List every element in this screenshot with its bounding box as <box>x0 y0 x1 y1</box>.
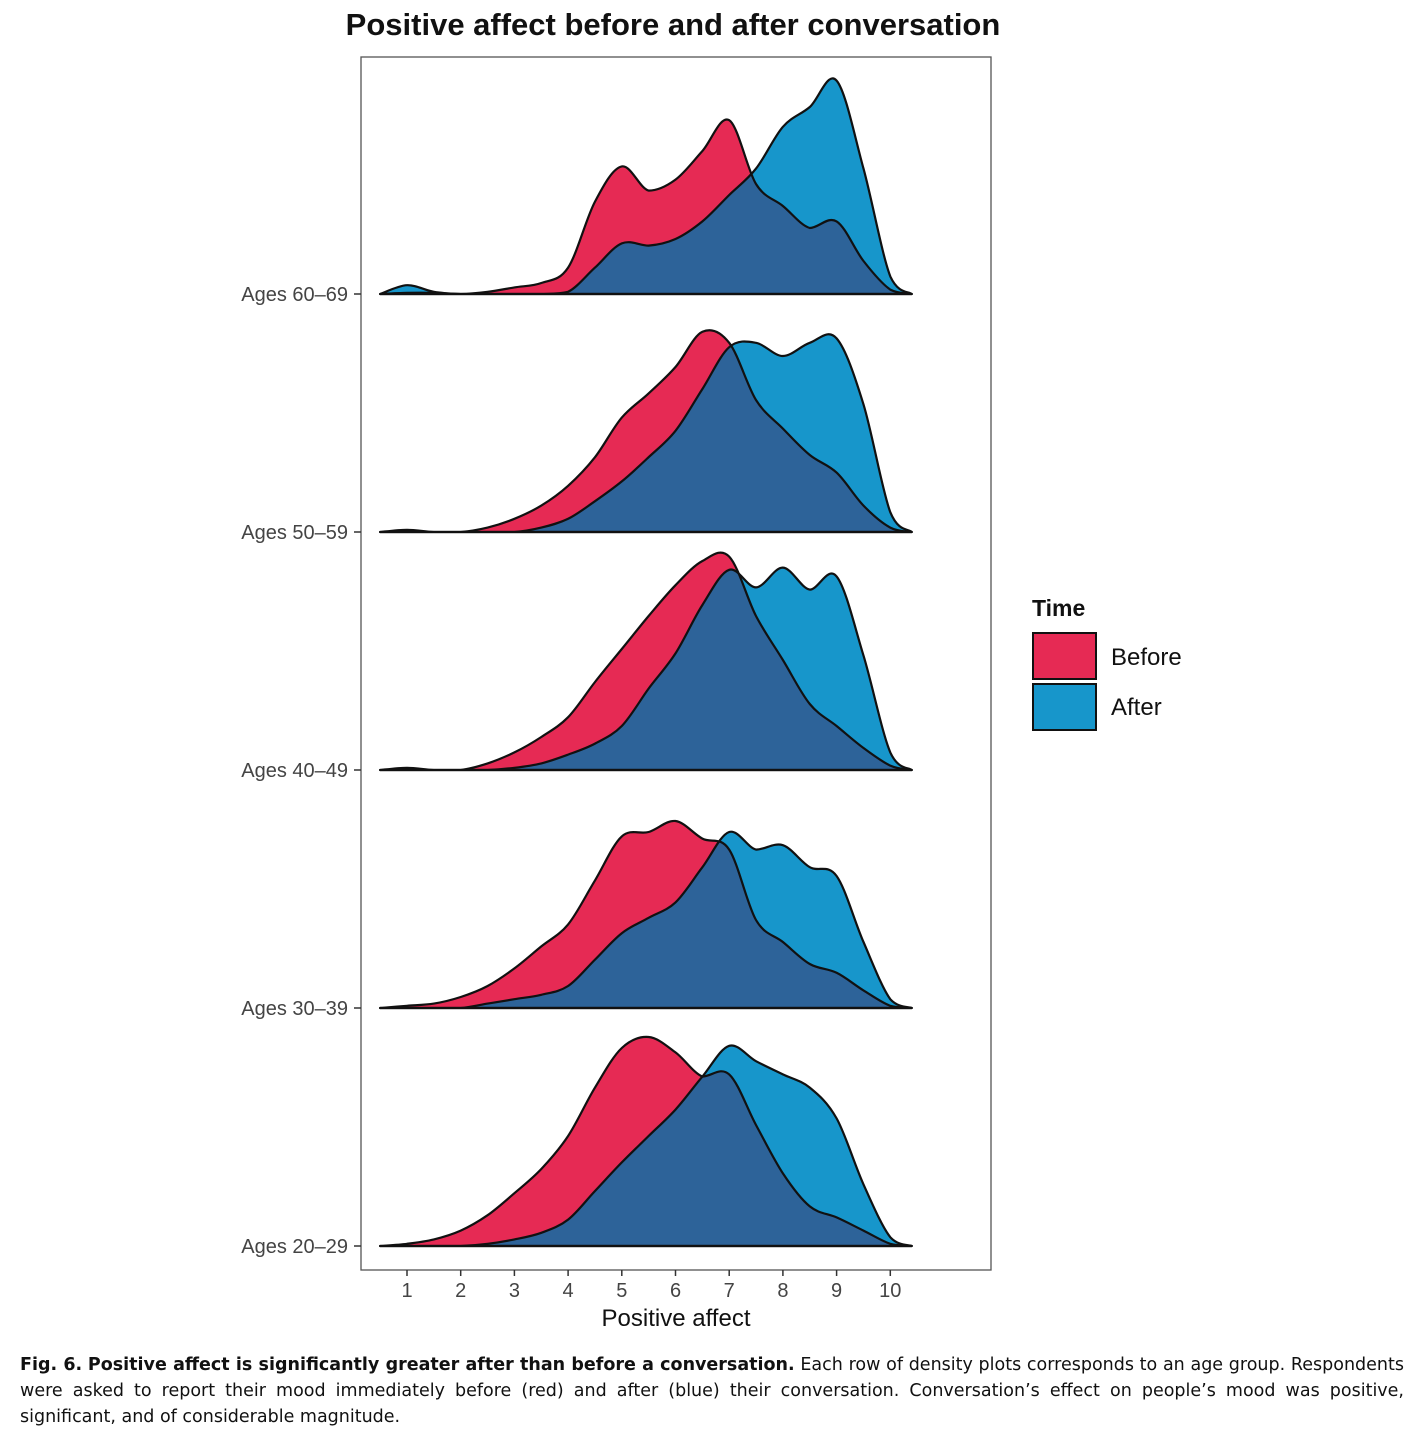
ridge-group-4 <box>379 1035 913 1248</box>
y-tick-label-1: Ages 50–59 <box>241 522 348 544</box>
ridge-group-1 <box>379 329 913 534</box>
density-before-outline-3 <box>379 819 913 1010</box>
caption-bold-sentence: Positive affect is significantly greater… <box>87 1355 795 1375</box>
x-tick-label-2: 2 <box>455 1280 466 1302</box>
y-tick-label-4: Ages 20–29 <box>241 1236 348 1258</box>
caption-label: Fig. 6. <box>20 1355 83 1375</box>
ridgeline-density-chart: Positive affect before and after convers… <box>241 7 1182 1332</box>
x-tick-label-3: 3 <box>509 1280 520 1302</box>
density-after-outline-3 <box>379 830 913 1010</box>
x-tick-label-10: 10 <box>879 1280 901 1302</box>
ridge-group-3 <box>379 819 913 1010</box>
y-tick-label-2: Ages 40–49 <box>241 760 348 782</box>
x-axis-title: Positive affect <box>602 1305 751 1332</box>
x-tick-label-5: 5 <box>616 1280 627 1302</box>
x-axis: 1 2 3 4 5 6 7 8 9 10 <box>401 1270 901 1302</box>
x-tick-label-6: 6 <box>670 1280 681 1302</box>
ridge-group-2 <box>379 551 913 772</box>
legend-key-before <box>1032 632 1097 680</box>
legend-title: Time <box>1032 595 1085 621</box>
caption-text: Each row of density plots corresponds to… <box>20 1355 1404 1427</box>
x-tick-label-8: 8 <box>777 1280 788 1302</box>
figure-caption: Fig. 6. Positive affect is significantly… <box>20 1352 1404 1430</box>
density-after-outline-4 <box>379 1044 913 1248</box>
density-ridges <box>379 77 913 1248</box>
density-after-outline-2 <box>379 566 913 772</box>
legend: Time Before After <box>1032 595 1182 731</box>
y-tick-label-0: Ages 60–69 <box>241 284 348 306</box>
x-tick-label-9: 9 <box>831 1280 842 1302</box>
y-tick-label-3: Ages 30–39 <box>241 998 348 1020</box>
legend-label-before: Before <box>1111 644 1182 671</box>
ridge-group-0 <box>379 77 913 296</box>
density-after-outline-0 <box>379 77 913 296</box>
legend-label-after: After <box>1111 694 1162 721</box>
y-axis: Ages 60–69 Ages 50–59 Ages 40–49 Ages 30–39… <box>241 284 361 1258</box>
x-tick-label-7: 7 <box>724 1280 735 1302</box>
density-after-outline-1 <box>379 333 913 534</box>
x-tick-label-1: 1 <box>401 1280 412 1302</box>
density-before-outline-2 <box>379 551 913 772</box>
x-tick-label-4: 4 <box>563 1280 574 1302</box>
legend-key-after <box>1032 683 1097 731</box>
chart-title: Positive affect before and after convers… <box>346 7 1001 42</box>
density-before-outline-4 <box>379 1035 913 1248</box>
